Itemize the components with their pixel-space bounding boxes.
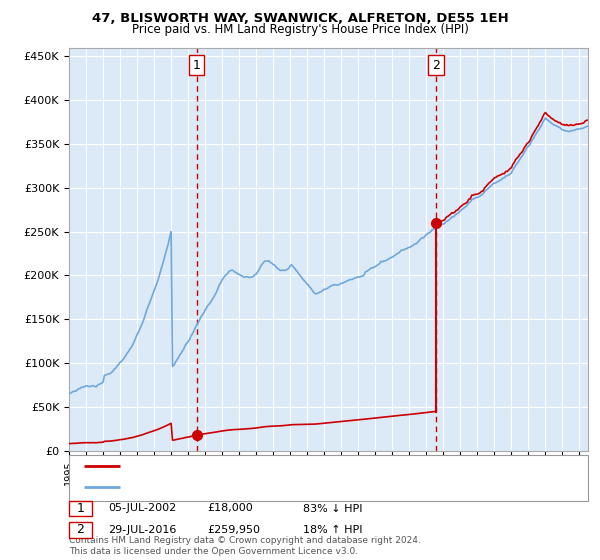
Text: 05-JUL-2002: 05-JUL-2002 [108,503,176,514]
Text: 47, BLISWORTH WAY, SWANWICK, ALFRETON, DE55 1EH: 47, BLISWORTH WAY, SWANWICK, ALFRETON, D… [92,12,508,25]
Text: 18% ↑ HPI: 18% ↑ HPI [303,525,362,535]
Text: £259,950: £259,950 [207,525,260,535]
Text: 2: 2 [76,523,85,536]
Text: 1: 1 [76,502,85,515]
Text: 47, BLISWORTH WAY, SWANWICK, ALFRETON, DE55 1EH (detached house): 47, BLISWORTH WAY, SWANWICK, ALFRETON, D… [127,461,514,470]
Text: Price paid vs. HM Land Registry's House Price Index (HPI): Price paid vs. HM Land Registry's House … [131,23,469,36]
Text: £18,000: £18,000 [207,503,253,514]
Text: 2: 2 [432,59,440,72]
Text: 83% ↓ HPI: 83% ↓ HPI [303,503,362,514]
Text: 1: 1 [193,59,201,72]
Text: 29-JUL-2016: 29-JUL-2016 [108,525,176,535]
Text: HPI: Average price, detached house, Amber Valley: HPI: Average price, detached house, Ambe… [127,482,389,492]
Text: Contains HM Land Registry data © Crown copyright and database right 2024.
This d: Contains HM Land Registry data © Crown c… [69,536,421,556]
